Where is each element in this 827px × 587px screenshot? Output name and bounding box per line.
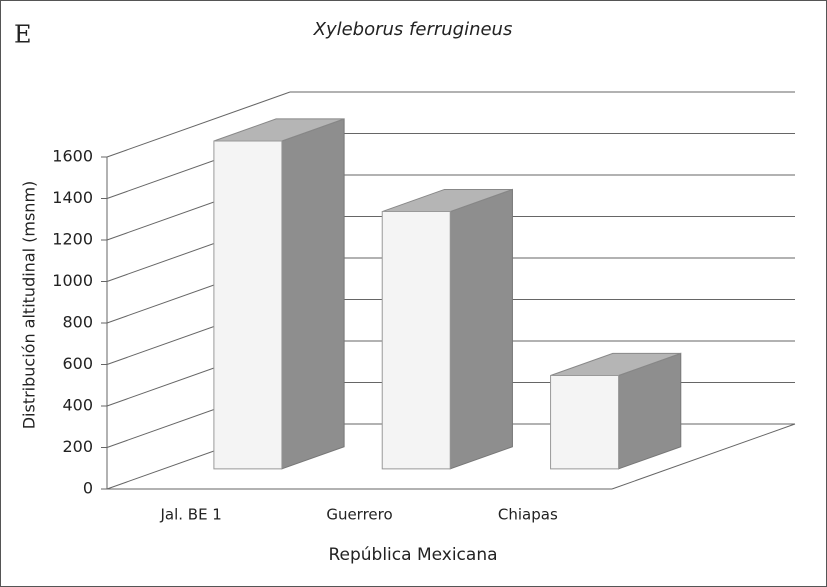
- axis-line: [611, 423, 796, 490]
- y-tick-label: 200: [62, 437, 93, 456]
- bar: [381, 211, 451, 470]
- panel-label: E: [14, 21, 32, 49]
- y-tick-label: 0: [83, 479, 93, 498]
- x-axis-label: República Mexicana: [328, 545, 497, 565]
- y-tick-label: 800: [62, 313, 93, 332]
- y-tick-label: 1600: [52, 147, 93, 166]
- x-tick-label: Guerrero: [326, 506, 392, 524]
- bar: [213, 140, 283, 470]
- grid-line: [106, 91, 291, 158]
- x-tick-label: Chiapas: [498, 506, 558, 524]
- bar-side: [281, 118, 345, 470]
- y-tick-label: 1200: [52, 230, 93, 249]
- y-tick-label: 600: [62, 354, 93, 373]
- bar-side: [449, 188, 513, 470]
- y-tick-label: 400: [62, 396, 93, 415]
- chart-title: Xyleborus ferrugineus: [313, 19, 513, 40]
- bar: [550, 374, 620, 470]
- y-tick-label: 1400: [52, 188, 93, 207]
- y-tick-label: 1000: [52, 271, 93, 290]
- y-axis-label: Distribución altitudinal (msnm): [20, 181, 39, 430]
- x-tick-label: Jal. BE 1: [159, 506, 221, 524]
